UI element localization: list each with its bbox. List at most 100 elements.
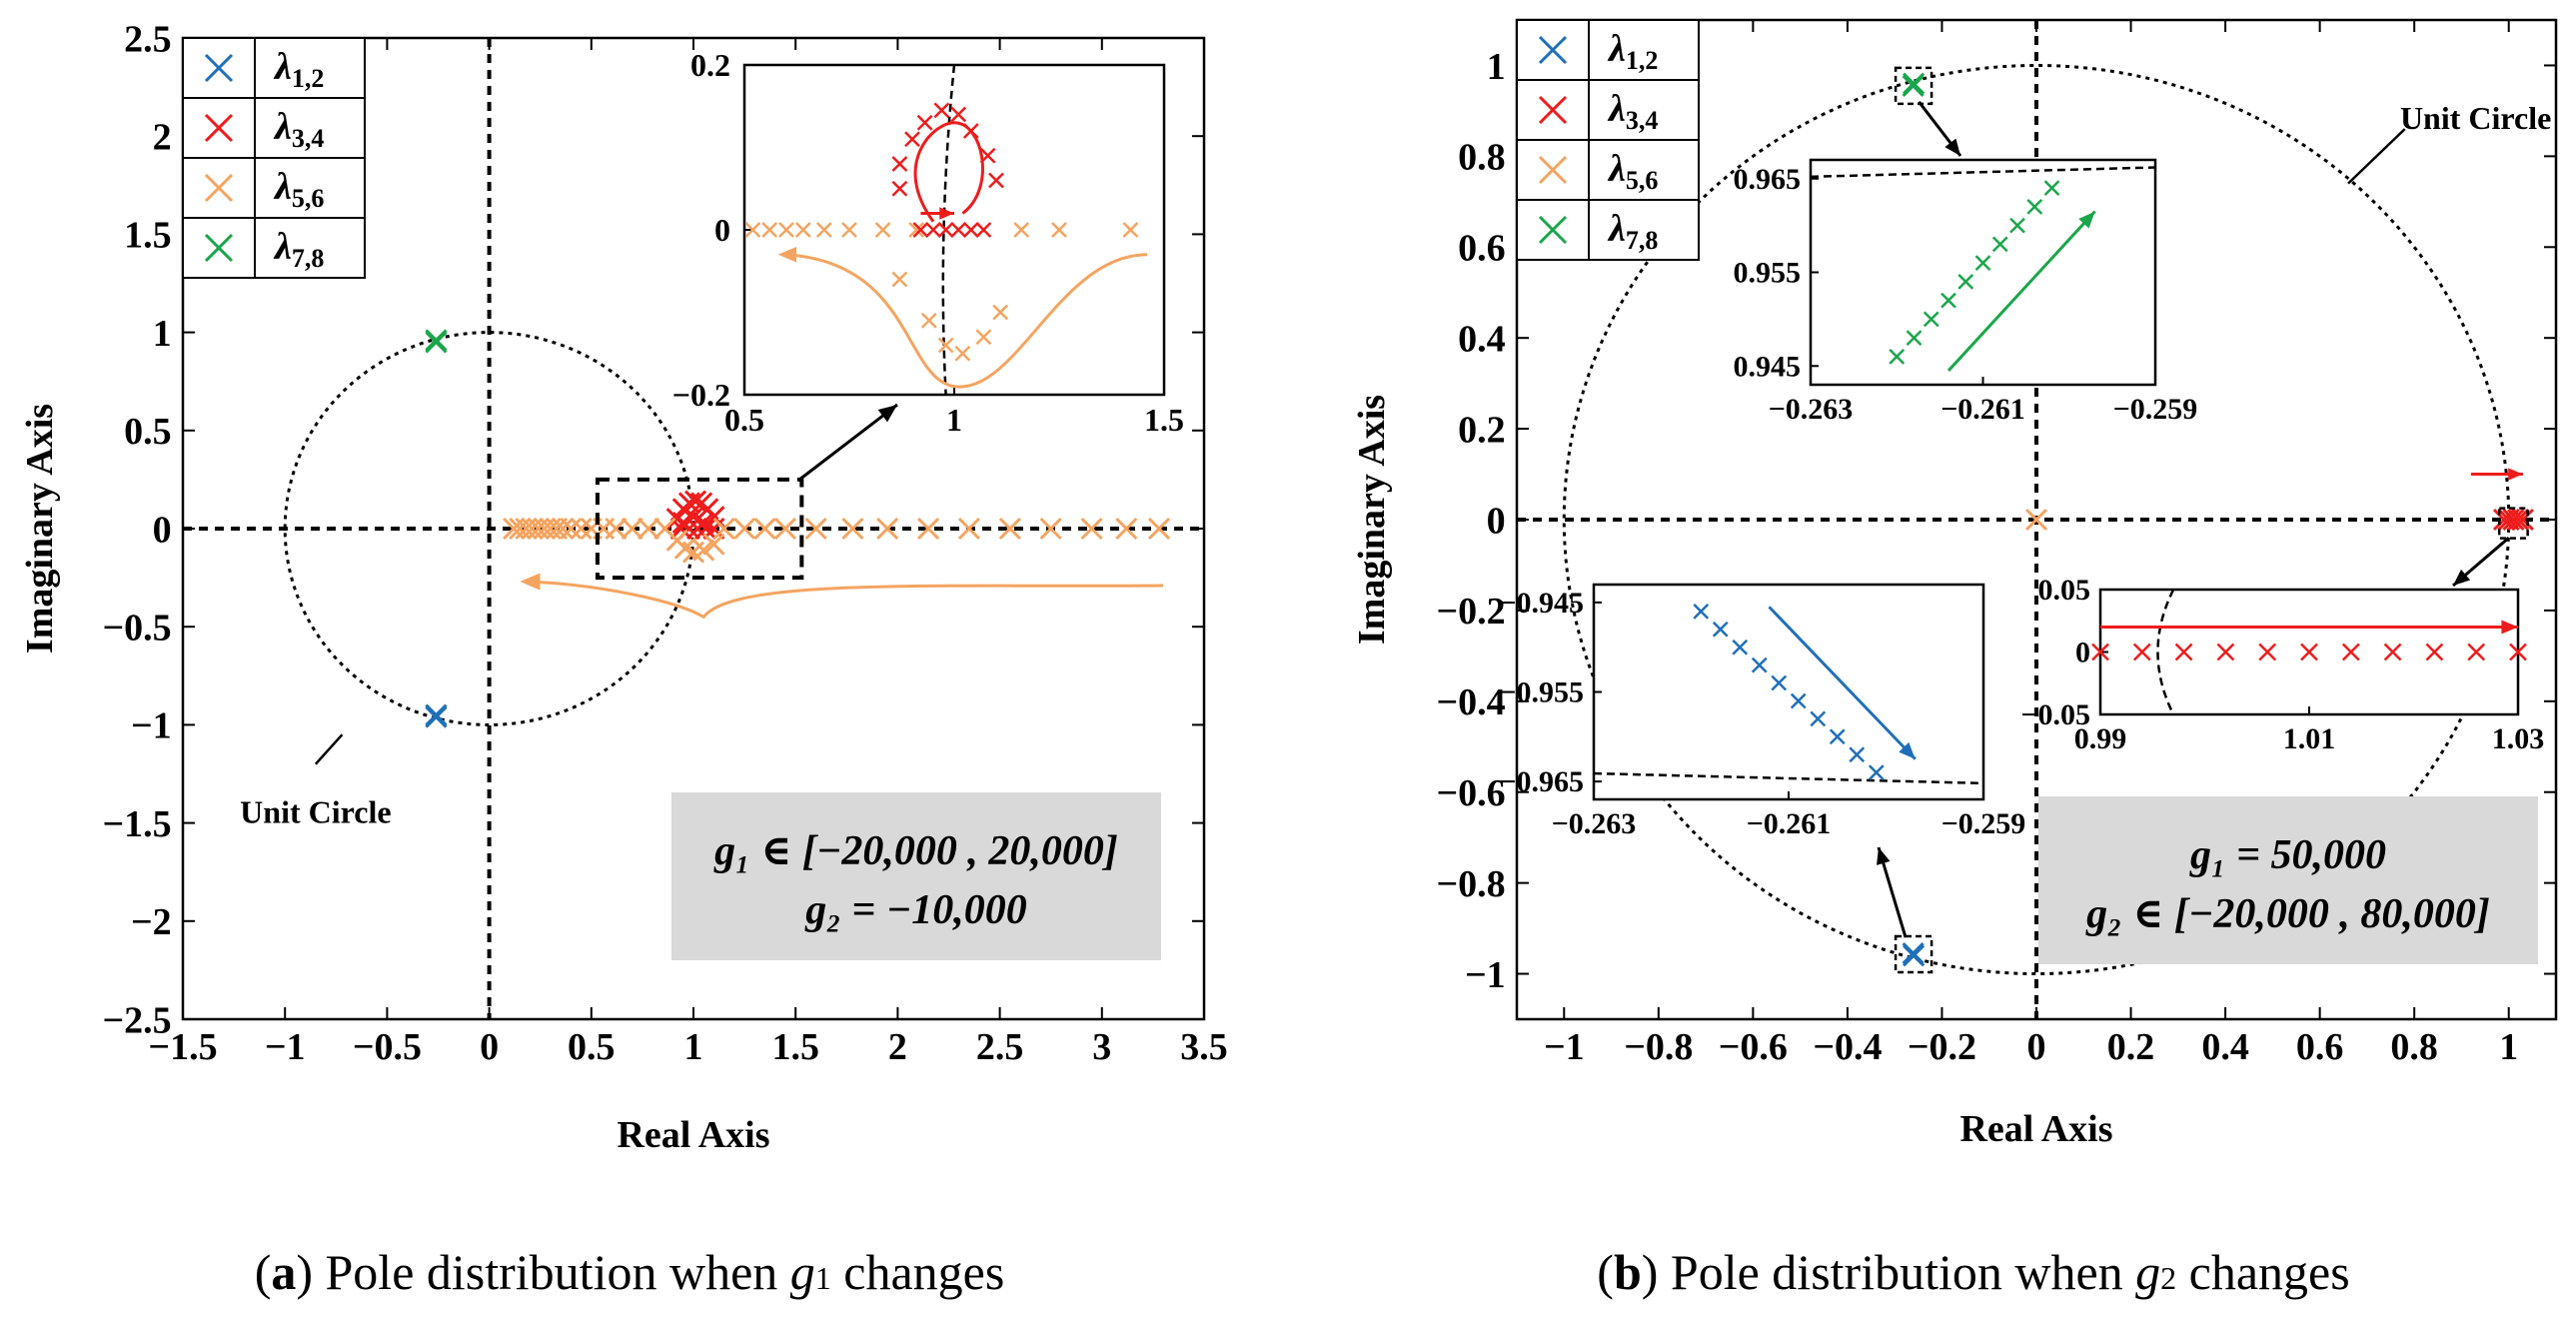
legend-symbol: λ [1607,88,1626,130]
b-inset-red-x-tick-label: 1.01 [2283,722,2336,755]
a-inset-pole-red [925,222,941,238]
b-inset-blue-y-tick-label: −0.945 [1499,587,1584,620]
b-inset-red-x-tick-label: 1.03 [2492,722,2545,755]
legend-subscript: 7,8 [292,244,325,273]
annotation-box [671,792,1161,960]
b-inset-blue-pole [1849,746,1866,763]
b-x-tick-label: −0.8 [1624,1026,1693,1068]
a-pole-red [702,517,725,541]
b-y-tick-label: 0.6 [1458,228,1506,270]
legend-row [182,97,366,159]
b-pole-red [2502,508,2525,532]
a-pole-orange [1039,517,1062,541]
a-inset-pole-red [933,102,950,119]
a-inset-frame [742,63,1166,397]
legend-subscript: 5,6 [1626,166,1659,195]
a-inset-pole-orange [954,345,971,362]
a-pole-orange [570,517,593,541]
b-zoom-box [1894,934,1933,974]
a-pole-orange [957,517,981,541]
a-x-axis-label: Real Axis [617,1114,769,1156]
b-inset-red-pole [2341,643,2360,661]
a-inset-pole-orange [761,222,778,238]
annotation-line-1: g₁ = 50,000 [2189,832,2386,878]
a-inset-orange-trajectory [785,253,1148,389]
b-y-tick-label: 0.4 [1458,318,1506,360]
a-pole-orange [637,517,660,541]
b-inset-blue-x-tick-label: −0.263 [1552,807,1637,840]
a-pole-orange [605,517,628,541]
b-y-tick-label: −0.6 [1436,772,1505,814]
legend-subscript: 5,6 [292,184,325,213]
a-y-tick-label: 2 [153,117,172,159]
captions: (a) Pole distribution when g1 changes (b… [255,1244,2350,1300]
b-inset-red-pole [2425,643,2444,661]
b-inset-red-pole [2174,643,2193,661]
a-inset-red-trajectory [913,121,984,223]
b-inset-green-pole [1940,292,1956,309]
a-x-tick-label: −1.5 [148,1026,217,1068]
a-y-tick-label: −2 [131,901,172,943]
b-x-axis-label: Real Axis [1959,1108,2112,1150]
b-pole-blue [1903,944,1926,967]
a-x-tick-label: 3 [1092,1026,1111,1068]
a-x-tick-label: −0.5 [353,1026,422,1068]
a-inset-unit-circle [941,64,956,396]
b-pole-red [2507,508,2530,532]
a-y-tick-label: −1.5 [102,803,171,845]
a-y-tick-label: −0.5 [102,608,171,650]
legend-row [1516,139,1700,201]
caption-b: (b) Pole distribution when g2 changes [1597,1244,2349,1300]
a-y-tick-label: 0.5 [124,411,172,453]
a-x-tick-label: 2.5 [976,1026,1024,1068]
b-inset-green-pole [2043,180,2060,197]
a-y-tick-label: −1 [131,705,172,747]
b-x-tick-label: −1 [1544,1026,1585,1068]
b-y-tick-label: −1 [1465,954,1506,996]
a-x-tick-label: 1.5 [771,1026,819,1068]
a-pole-orange [753,517,776,541]
a-inset-pole-orange [908,222,925,238]
a-pole-orange [841,517,864,541]
legend-subscript: 1,2 [292,64,325,93]
b-y-tick-label: −0.8 [1436,863,1505,905]
annotation-box [2038,796,2538,964]
a-inset-pole-red [937,222,954,238]
b-unit-circle-label: Unit Circle [2400,100,2551,136]
b-inset-green-pole [1906,330,1923,347]
b-inset-red-pole [2091,643,2109,661]
b-inset-red-pointer-head [2453,569,2471,586]
legend-label: λ5,6 [1607,148,1658,195]
b-inset-red-pole [2300,643,2318,661]
b-inset-green-x-tick-label: −0.263 [1769,393,1854,426]
b-inset-green-y-tick-label: 0.955 [1734,257,1802,290]
caption-a: (a) Pole distribution when g1 changes [255,1244,1005,1300]
b-inset-blue-pole [1693,603,1710,620]
b-inset-green-pole [2026,198,2043,215]
panel-a: −1.5 −1 −0.5 0 0.5 1 1.5 2 2.5 3 3.5 2.5 2 1.5 1 0.5 0 −0… [19,18,1228,1156]
a-x-tick-label: 0.5 [568,1026,616,1068]
a-inset-pointer-line [798,403,898,482]
a-inset-pole-red [904,131,920,148]
a-inset-pole-orange [778,222,794,238]
b-inset-red-circle [2156,589,2175,715]
b-inset-green-arrow-line [1946,210,2096,372]
a-pole-blue [425,703,448,726]
annotation-line-2: g₂ ∈ [−20,000 , 80,000] [2085,891,2490,937]
b-inset-green-x-tick-label: −0.259 [2113,393,2198,426]
b-inset-red-y-tick-label: −0.05 [2020,698,2090,731]
b-unit-circle-pointer [2347,128,2406,185]
legend-symbol: λ [273,166,292,208]
a-zoom-box [595,477,804,581]
a-inset-pole-orange [1122,222,1139,238]
legend-label: λ1,2 [273,46,324,93]
a-inset-pole-red [891,156,908,172]
b-inset-red-pole [2509,643,2527,661]
a-inset-pole-red [962,222,979,238]
b-inset-blue-circle [1593,771,1984,785]
a-y-tick-label: 0 [153,509,172,551]
legend-subscript: 7,8 [1626,226,1659,255]
b-y-tick-label: 1 [1487,46,1506,88]
b-inset-blue-arrow-line [1768,606,1917,760]
a-pole-orange [1115,517,1138,541]
